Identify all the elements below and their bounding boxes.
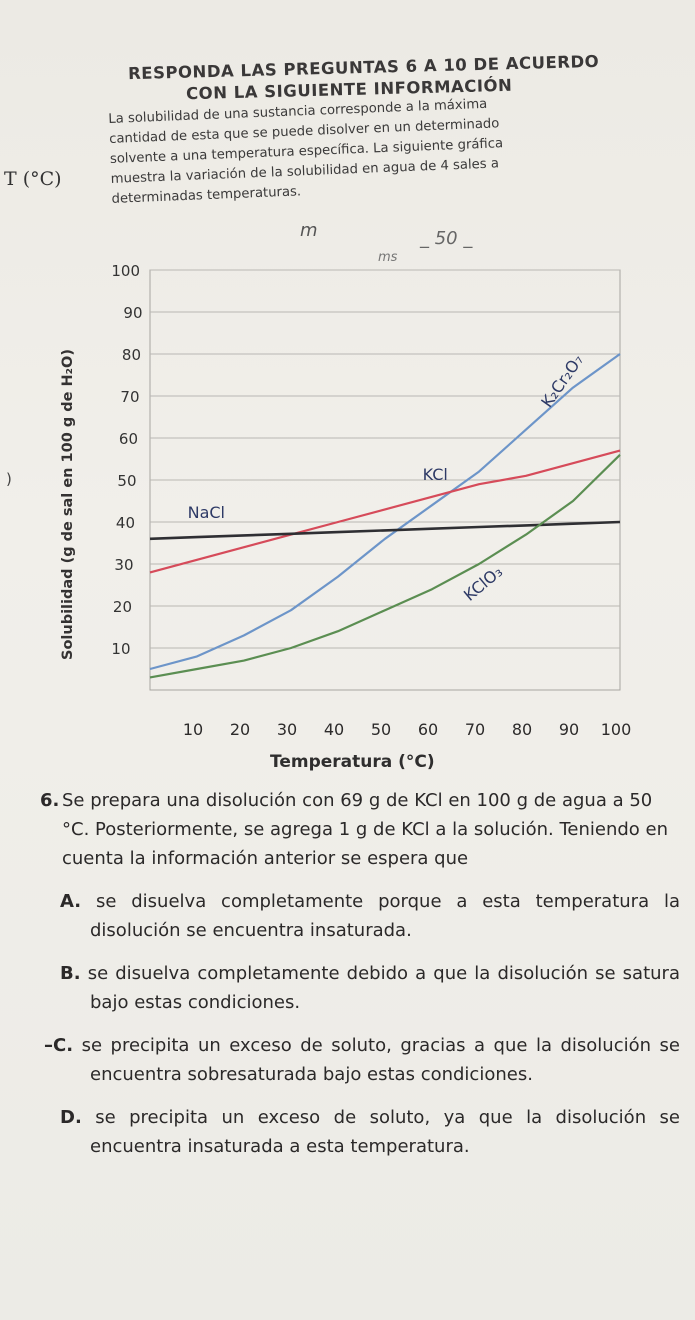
x-tick-label: 10: [183, 720, 203, 739]
y-tick-label: 40: [116, 514, 135, 532]
y-tick-label: 90: [123, 304, 142, 322]
x-tick-labels: 10 20 30 40 50 60 70 80 90 100: [183, 720, 631, 739]
series-label: KClO₃: [460, 562, 506, 605]
option-letter: –C.: [44, 1035, 74, 1056]
x-tick-label: 60: [418, 720, 438, 739]
series-line-KClO₃: [149, 454, 621, 679]
intro-paragraph: La solubilidad de una sustancia correspo…: [108, 87, 692, 210]
series-labels: K₂Cr₂O₇ KCl NaCl KClO₃: [188, 351, 588, 605]
handwritten-mark: ms: [378, 250, 398, 265]
option-letter: B.: [60, 963, 81, 984]
option-text: se disuelva completamente porque a esta …: [90, 891, 680, 941]
margin-handwritten-paren: ): [6, 470, 12, 488]
series-label: KCl: [423, 465, 448, 484]
y-tick-label: 80: [122, 346, 141, 364]
y-tick-label: 30: [114, 556, 133, 574]
series-line-NaCl: [149, 520, 621, 541]
series-line-K₂Cr₂O₇: [149, 353, 621, 671]
handwritten-mark: m: [300, 220, 318, 241]
section-header-line1: RESPONDA LAS PREGUNTAS 6 A 10 DE ACUERDO: [127, 51, 600, 84]
series-line-KCl: [149, 449, 621, 574]
option-c[interactable]: –C. se precipita un exceso de soluto, gr…: [24, 1031, 680, 1089]
question-stem: Se prepara una disolución con 69 g de KC…: [62, 790, 668, 869]
option-letter: A.: [60, 891, 82, 912]
x-axis-label: Temperatura (°C): [270, 752, 435, 772]
series-label: K₂Cr₂O₇: [537, 351, 587, 411]
chart-series-lines: [149, 353, 621, 679]
x-tick-label: 70: [465, 720, 485, 739]
x-tick-label: 30: [277, 720, 297, 739]
x-tick-label: 50: [371, 720, 391, 739]
question-number: 6.: [40, 790, 60, 811]
option-a[interactable]: A. se disuelva completamente porque a es…: [40, 887, 680, 945]
solubility-chart: 10 20 30 40 50 60 70 80 90 100 10 20 30 40 50 60 70 80 90…: [111, 262, 631, 739]
x-tick-label: 90: [559, 720, 579, 739]
margin-handwritten-t: T (°C): [4, 168, 62, 190]
series-label: NaCl: [188, 503, 225, 522]
question-6: 6. Se prepara una disolución con 69 g de…: [40, 786, 680, 1161]
handwritten-mark: _ 50 _: [420, 228, 473, 249]
option-text: se precipita un exceso de soluto, ya que…: [90, 1107, 680, 1157]
y-tick-label: 70: [120, 388, 139, 406]
y-tick-labels: 10 20 30 40 50 60 70 80 90 100: [111, 262, 142, 658]
x-tick-label: 100: [601, 720, 632, 739]
option-b[interactable]: B. se disuelva completamente debido a qu…: [40, 959, 680, 1017]
x-tick-label: 40: [324, 720, 344, 739]
y-tick-label: 10: [111, 640, 130, 658]
y-axis-label: Solubilidad (g de sal en 100 g de H₂O): [60, 349, 76, 660]
y-tick-label: 60: [119, 430, 138, 448]
x-tick-label: 20: [230, 720, 250, 739]
x-tick-label: 80: [512, 720, 532, 739]
y-tick-label: 50: [117, 472, 136, 490]
option-d[interactable]: D. se precipita un exceso de soluto, ya …: [40, 1103, 680, 1161]
y-tick-label: 20: [113, 598, 132, 616]
option-text: se precipita un exceso de soluto, gracia…: [81, 1035, 680, 1085]
option-text: se disuelva completamente debido a que l…: [87, 963, 680, 1013]
chart-grid: [149, 269, 621, 691]
option-letter: D.: [60, 1107, 82, 1128]
y-tick-label: 100: [111, 262, 140, 280]
